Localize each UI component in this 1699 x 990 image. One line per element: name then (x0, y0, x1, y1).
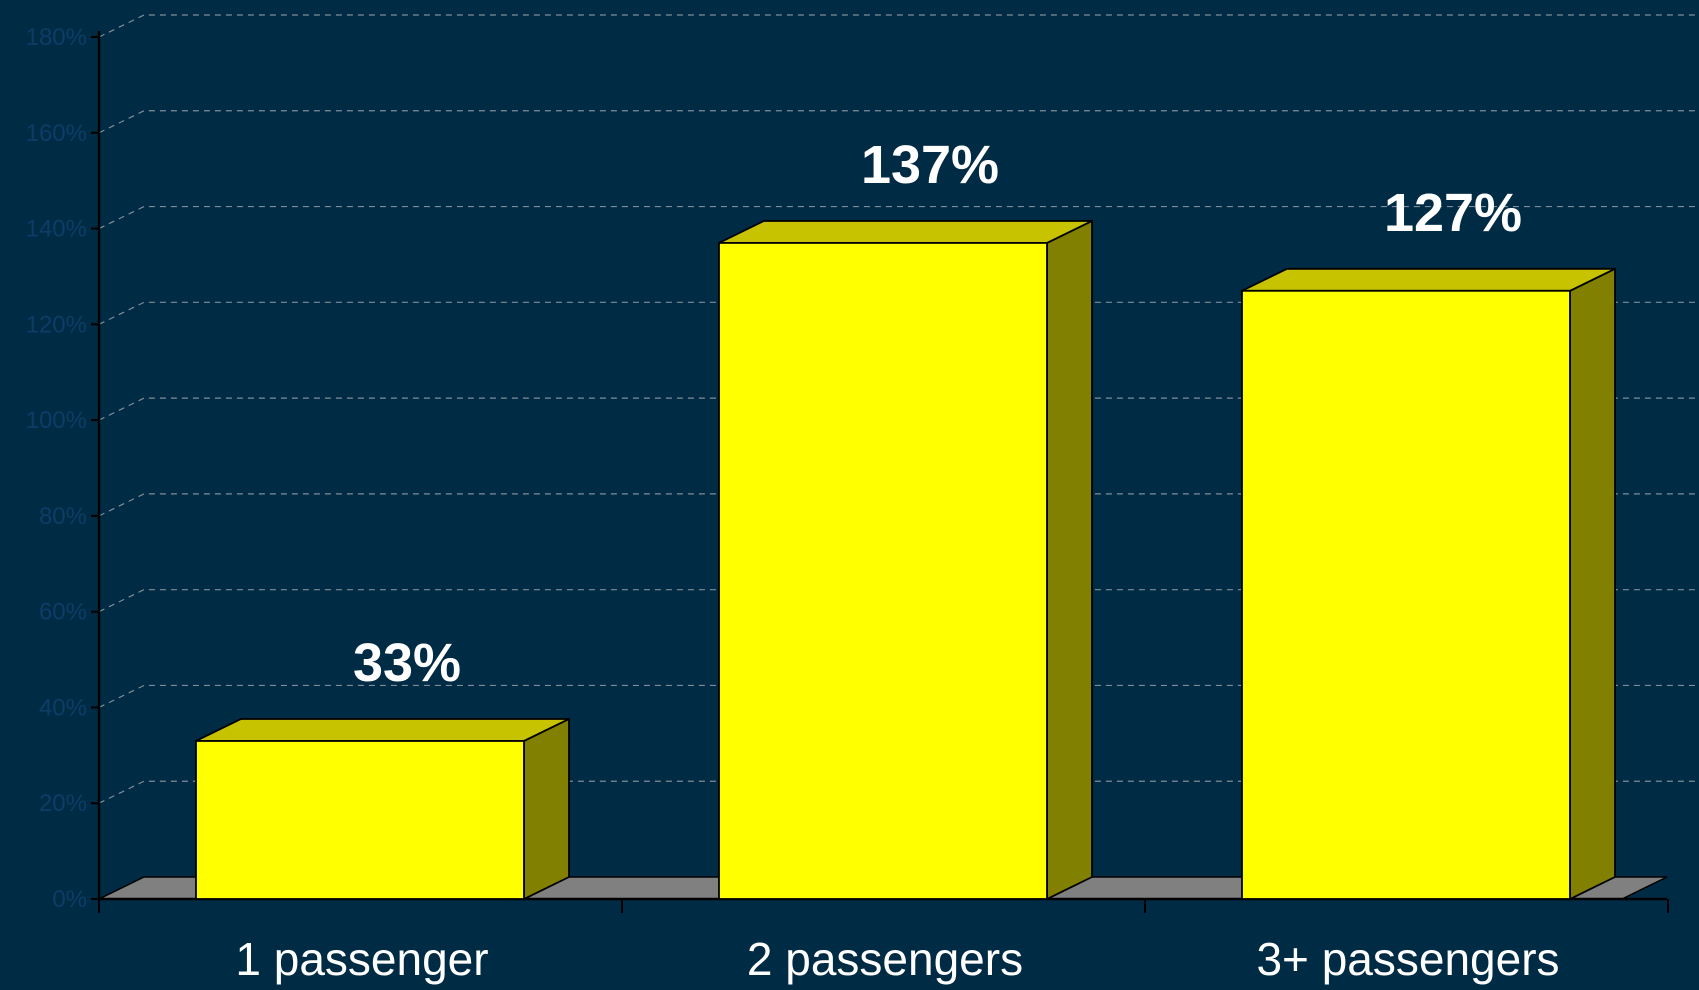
data-label: 127% (1384, 183, 1522, 243)
y-tick-label: 40% (39, 694, 87, 721)
bar-side (1046, 219, 1093, 901)
gridline (98, 397, 1699, 421)
bar (195, 740, 525, 900)
bar-top (1241, 267, 1616, 292)
y-tick-label: 180% (26, 24, 87, 51)
gridline (98, 110, 1699, 134)
y-tick-label: 160% (26, 120, 87, 147)
y-tick-label: 20% (39, 790, 87, 817)
gridline (98, 205, 1699, 230)
gridline (98, 493, 1699, 517)
bar (718, 242, 1048, 900)
y-tick-label: 0% (52, 886, 87, 913)
y-tick-label: 100% (26, 407, 87, 434)
bar-top (718, 220, 1093, 244)
data-label: 33% (353, 633, 461, 693)
gridline (98, 301, 1699, 325)
gridline (98, 684, 1699, 708)
gridline (98, 589, 1699, 613)
gridline (98, 780, 1699, 804)
y-tick-label: 60% (39, 599, 87, 626)
bar-top (195, 718, 570, 742)
bar (1241, 289, 1571, 900)
data-label: 137% (861, 135, 999, 195)
y-tick-label: 80% (39, 503, 87, 530)
x-category-label: 1 passenger (235, 933, 488, 985)
x-category-label: 2 passengers (747, 933, 1023, 985)
y-tick-label: 140% (26, 216, 87, 243)
bar-side (1569, 267, 1616, 901)
bar-side (523, 717, 570, 901)
x-category-label: 3+ passengers (1256, 933, 1559, 985)
y-tick-label: 120% (26, 311, 87, 338)
gridline (98, 14, 1699, 38)
